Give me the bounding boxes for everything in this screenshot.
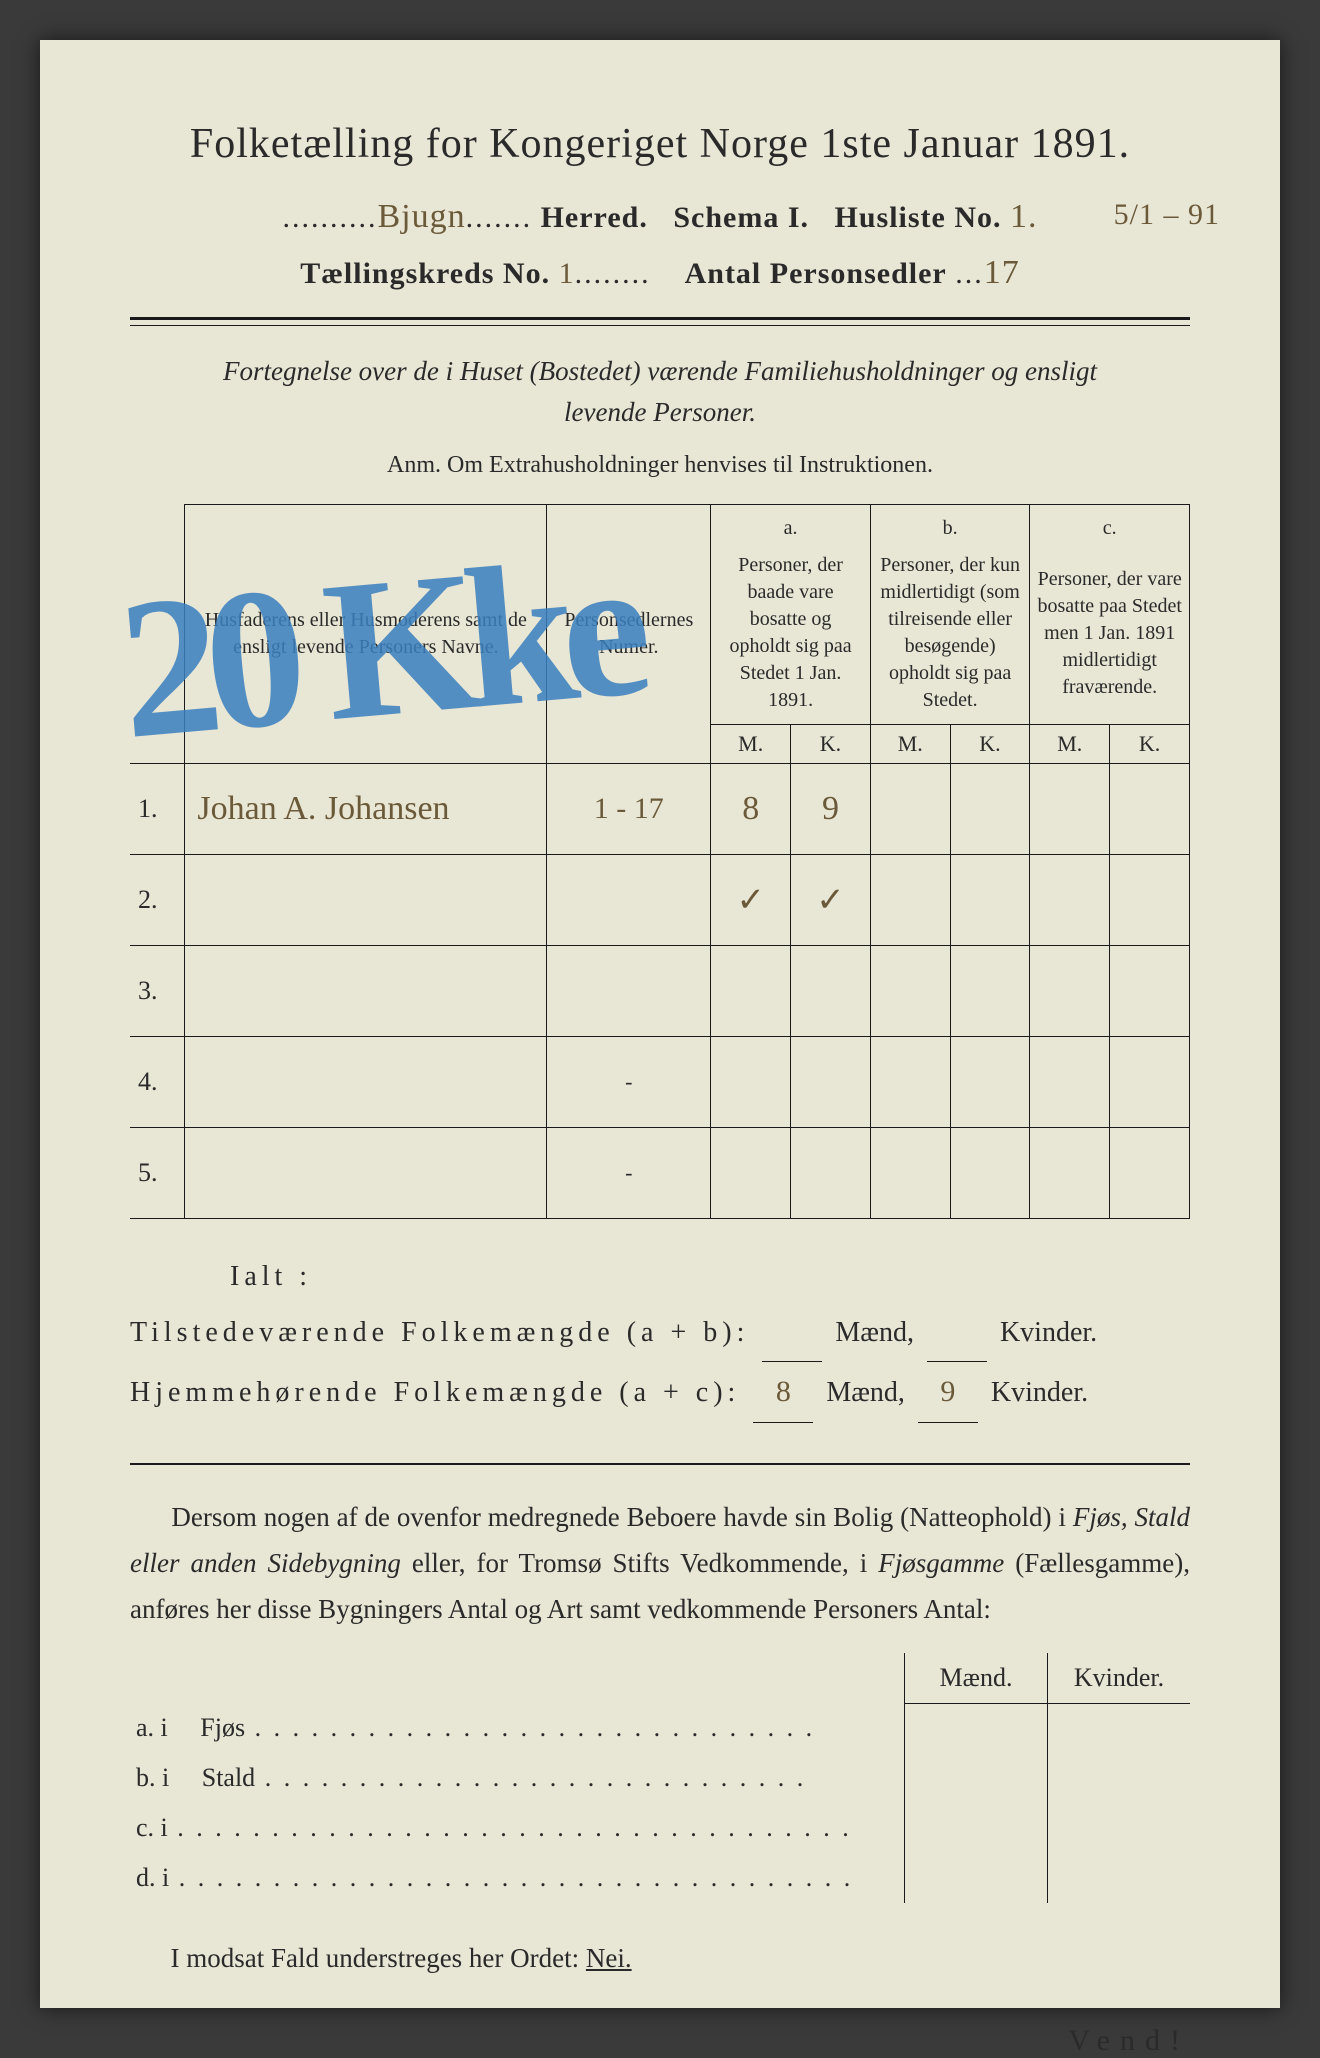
bygning-table: Mænd. Kvinder. a. i Fjøs . . . . . . . .…: [130, 1653, 1190, 1904]
form-title: Folketælling for Kongeriget Norge 1ste J…: [130, 120, 1190, 168]
byg-row: d. i . . . . . . . . . . . . . . . . . .…: [130, 1853, 1190, 1903]
row-number: 2.: [130, 855, 185, 946]
fortegnelse-text: Fortegnelse over de i Huset (Bostedet) v…: [130, 351, 1190, 432]
row-ps-hw: -: [625, 1160, 632, 1185]
col-names: Husfaderens eller Husmoderens samt de en…: [185, 505, 547, 764]
herred-handwritten: Bjugn: [377, 198, 465, 236]
header-line-1: ..........Bjugn....... Herred. Schema I.…: [130, 198, 1190, 236]
byg-label: Fjøs: [200, 1713, 245, 1742]
tilst-label: Tilstedeværende Folkemængde (a + b):: [130, 1317, 749, 1348]
cell-aM: 8: [742, 790, 759, 828]
kvinder-label: Kvinder.: [1000, 1317, 1097, 1348]
byg-label: Stald: [202, 1763, 255, 1792]
dersom-e2: Fjøsgamme: [878, 1548, 1004, 1578]
dersom-t2: eller, for Tromsø Stifts Vedkommende, i: [401, 1548, 878, 1578]
byg-key: a. i: [136, 1713, 168, 1742]
hjem-k-hw: 9: [940, 1362, 955, 1422]
row-ps-hw: -: [625, 1069, 632, 1094]
antal-label: Antal Personsedler: [685, 257, 947, 290]
byg-row: a. i Fjøs . . . . . . . . . . . . . . . …: [130, 1703, 1190, 1753]
byg-key: d. i: [136, 1863, 169, 1892]
date-annotation: 5/1 – 91: [1114, 198, 1220, 232]
row-number: 5.: [130, 1128, 185, 1219]
cell-aK: ✓: [816, 880, 845, 920]
row-number: 4.: [130, 1037, 185, 1128]
byg-row: b. i Stald . . . . . . . . . . . . . . .…: [130, 1753, 1190, 1803]
census-form-paper: Folketælling for Kongeriget Norge 1ste J…: [40, 40, 1280, 2008]
cell-aM: ✓: [736, 880, 765, 920]
maend-label: Mænd,: [826, 1377, 905, 1408]
col-a-m: M.: [711, 725, 791, 764]
ialt-label: Ialt :: [230, 1261, 312, 1292]
row-name-hw: Johan A. Johansen: [197, 790, 449, 828]
col-a-top: a.: [711, 505, 871, 543]
dersom-t1: Dersom nogen af de ovenfor medregnede Be…: [171, 1502, 1072, 1532]
table-row: 5. -: [130, 1128, 1190, 1219]
byg-row: c. i . . . . . . . . . . . . . . . . . .…: [130, 1803, 1190, 1853]
husliste-label: Husliste No.: [835, 201, 1002, 234]
col-a-k: K.: [791, 725, 871, 764]
vend-label: Vend!: [130, 2024, 1190, 2058]
col-b-k: K.: [950, 725, 1030, 764]
modsat-line: I modsat Fald understreges her Ordet: Ne…: [130, 1943, 1190, 1974]
kreds-handwritten: 1: [559, 257, 575, 291]
thin-rule: [130, 1463, 1190, 1465]
header-line-2: Tællingskreds No. 1........ Antal Person…: [130, 254, 1190, 292]
byg-kvinder: Kvinder.: [1048, 1653, 1191, 1704]
row-number: 1.: [130, 764, 185, 855]
nei-underlined: Nei.: [586, 1943, 632, 1973]
col-b-m: M.: [870, 725, 950, 764]
byg-key: c. i: [136, 1813, 168, 1842]
kvinder-label: Kvinder.: [991, 1377, 1088, 1408]
table-row: 2. ✓ ✓: [130, 855, 1190, 946]
census-table: Husfaderens eller Husmoderens samt de en…: [130, 504, 1190, 1219]
col-a: Personer, der baade vare bosatte og opho…: [711, 542, 871, 725]
kreds-label: Tællingskreds No.: [300, 257, 550, 290]
antal-handwritten: 17: [984, 254, 1020, 292]
byg-key: b. i: [136, 1763, 169, 1792]
col-b: Personer, der kun midlertidigt (som tilr…: [870, 542, 1030, 725]
col-c-k: K.: [1110, 725, 1190, 764]
maend-label: Mænd,: [835, 1317, 914, 1348]
col-b-top: b.: [870, 505, 1030, 543]
fortegnelse-line2: levende Personer.: [564, 397, 756, 427]
hjem-label: Hjemmehørende Folkemængde (a + c):: [130, 1377, 740, 1408]
hjem-m-hw: 8: [776, 1362, 791, 1422]
row-ps-hw: 1 - 17: [594, 792, 664, 826]
totals-block: Ialt : Tilstedeværende Folkemængde (a + …: [130, 1249, 1190, 1423]
byg-maend: Mænd.: [905, 1653, 1048, 1704]
col-ps: Personsedlernes Numer.: [547, 505, 711, 764]
heavy-rule: [130, 317, 1190, 326]
table-row: 4. -: [130, 1037, 1190, 1128]
cell-aK: 9: [822, 790, 839, 828]
modsat-text: I modsat Fald understreges her Ordet:: [171, 1943, 580, 1973]
herred-label: Herred.: [541, 201, 648, 234]
fortegnelse-line1: Fortegnelse over de i Huset (Bostedet) v…: [223, 356, 1097, 386]
dersom-paragraph: Dersom nogen af de ovenfor medregnede Be…: [130, 1495, 1190, 1633]
schema-label: Schema I.: [673, 201, 809, 234]
table-row: 1. Johan A. Johansen 1 - 17 8 9: [130, 764, 1190, 855]
col-c-m: M.: [1030, 725, 1110, 764]
husliste-handwritten: 1.: [1010, 198, 1038, 236]
table-row: 3.: [130, 946, 1190, 1037]
main-table-wrap: 20 Kke Husfaderens eller Husmoderens sam…: [130, 504, 1190, 1219]
anm-text: Anm. Om Extrahusholdninger henvises til …: [130, 452, 1190, 479]
col-c: Personer, der vare bosatte paa Stedet me…: [1030, 542, 1190, 725]
col-c-top: c.: [1030, 505, 1190, 543]
row-number: 3.: [130, 946, 185, 1037]
